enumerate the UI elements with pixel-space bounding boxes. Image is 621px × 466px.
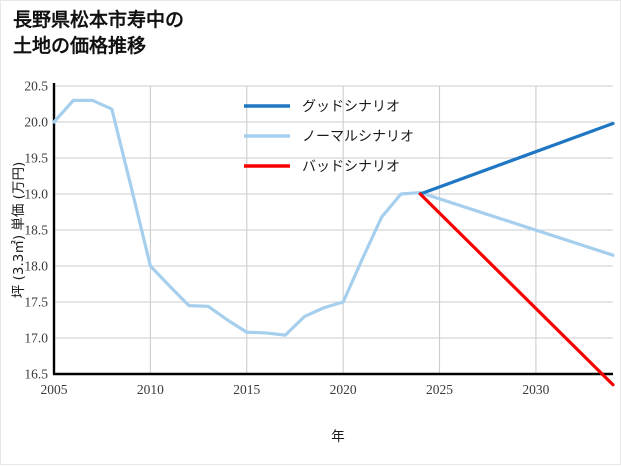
y-tick-labels: 16.5 17.0 17.5 18.0 18.5 19.0 19.5 20.0 20.5 bbox=[24, 79, 48, 382]
legend-label-0: グッドシナリオ bbox=[302, 99, 400, 115]
page-title: 長野県松本市寿中の 土地の価格推移 bbox=[13, 9, 185, 58]
x-tick-labels: 2005 2010 2015 2020 2025 2030 bbox=[41, 382, 550, 397]
x-tick-label: 2025 bbox=[426, 382, 453, 397]
y-tick-label: 18.0 bbox=[24, 259, 48, 274]
y-tick-label: 20.0 bbox=[24, 115, 48, 130]
y-tick-label: 17.5 bbox=[24, 295, 48, 310]
series-line-bad bbox=[418, 192, 615, 387]
axis-lines bbox=[52, 83, 613, 376]
x-tick-label: 2030 bbox=[522, 382, 549, 397]
y-axis-title: 坪 (3.3㎡) 単価 (万円) bbox=[11, 162, 27, 298]
y-tick-label: 17.0 bbox=[24, 331, 48, 346]
x-tick-label: 2015 bbox=[233, 382, 260, 397]
legend-label-1: ノーマルシナリオ bbox=[302, 130, 414, 145]
series-line-good bbox=[418, 121, 615, 196]
y-tick-label: 18.5 bbox=[24, 223, 48, 238]
y-tick-label: 19.5 bbox=[24, 151, 48, 166]
x-tick-label: 2020 bbox=[330, 382, 357, 397]
x-tick-label: 2005 bbox=[41, 382, 68, 397]
y-tick-label: 19.0 bbox=[24, 187, 48, 202]
data-series bbox=[52, 98, 615, 387]
legend-label-2: バッドシナリオ bbox=[302, 160, 400, 175]
x-tick-label: 2010 bbox=[137, 382, 164, 397]
y-tick-label: 16.5 bbox=[24, 367, 48, 382]
x-axis-title: 年 bbox=[331, 429, 345, 445]
y-tick-label: 20.5 bbox=[24, 79, 48, 94]
series-line-normal bbox=[52, 98, 615, 337]
